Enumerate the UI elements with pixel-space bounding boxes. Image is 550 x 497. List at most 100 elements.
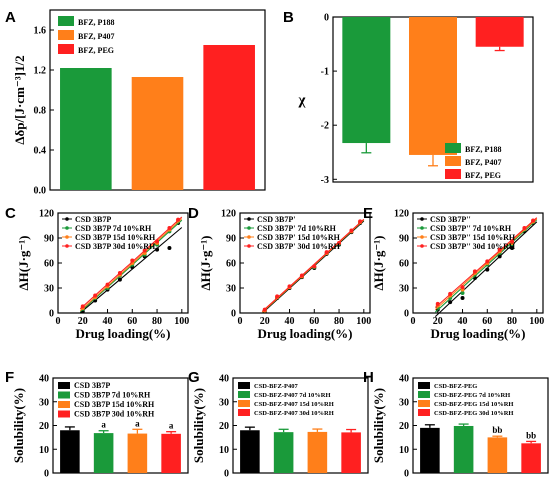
panel-e-ytick-label: 90: [399, 234, 409, 245]
panel-b-bar: [475, 17, 524, 47]
panel-f-ytick-label: 40: [39, 374, 49, 385]
panel-d-data-point: [299, 273, 304, 278]
panel-c-ytick-label: 60: [44, 259, 54, 270]
panel-d-data-point: [337, 241, 342, 245]
panel-f-legend-swatch: [58, 401, 70, 408]
panel-d-legend-label: CSD 3B7P' 7d 10%RH: [257, 224, 337, 233]
panel-c-fit-line: [79, 227, 183, 314]
panel-c-data-point: [142, 248, 147, 253]
panel-e-data-point: [460, 296, 465, 300]
panel-h-letter: H: [363, 369, 374, 386]
panel-e-ylabel: ΔH(J·g⁻¹): [371, 235, 386, 290]
panel-b-bar: [409, 17, 457, 155]
panel-g-letter: G: [188, 369, 200, 386]
panel-g-legend-swatch: [238, 382, 250, 389]
panel-c-xlabel: Drug loading(%): [76, 326, 171, 341]
panel-c-xtick-label: 20: [78, 316, 88, 327]
panel-e-ytick-label: 0: [404, 309, 409, 320]
panel-d-xtick-label: 20: [260, 316, 270, 327]
panel-e-data-point: [485, 259, 490, 264]
panel-b-ytick-label: -1: [321, 67, 329, 78]
panel-d-letter: D: [188, 205, 199, 222]
panel-f-ytick-label: 10: [39, 445, 49, 456]
panel-h-ytick-label: 30: [399, 397, 409, 408]
panel-c-xtick-label: 0: [56, 316, 61, 327]
panel-a-legend-swatch: [58, 44, 74, 54]
panel-d-ytick-label: 90: [226, 234, 236, 245]
panel-a-bar: [203, 45, 255, 190]
panel-e-xtick-label: 0: [411, 316, 416, 327]
panel-e-ytick-label: 30: [399, 284, 409, 295]
panel-g-bar: [273, 432, 294, 473]
panel-h-ytick-label: 40: [399, 374, 409, 385]
panel-d-xtick-label: 60: [309, 316, 319, 327]
panel-a-bar: [131, 77, 184, 190]
panel-e-data-point: [460, 285, 465, 290]
panel-h-legend-label: CSD-BFZ-PEG 15d 10%RH: [434, 401, 513, 408]
panel-g-bar: [307, 431, 328, 473]
panel-c-fit-line: [79, 218, 183, 312]
panel-d-legend-marker: [247, 226, 251, 230]
panel-g-ytick-label: 20: [219, 421, 229, 432]
panel-a-ytick-label: 1.6: [34, 26, 47, 37]
panel-a-ylabel: Δδp/[J·cm⁻³]1/2: [12, 55, 27, 144]
panel-c-legend-marker: [65, 217, 69, 221]
panel-a-legend-label: BFZ, P188: [78, 18, 114, 27]
panel-h-legend-swatch: [418, 382, 430, 389]
panel-f-ylabel: Solubility(%): [11, 388, 26, 463]
panel-c-xtick-label: 80: [152, 316, 162, 327]
panel-g-bar: [240, 430, 260, 473]
panel-f-letter: F: [5, 369, 14, 386]
panel-b-letter: B: [283, 9, 294, 26]
panel-b-legend-label: BFZ, P188: [465, 145, 501, 154]
panel-e-legend-label: CSD 3B7P'' 15d 10%RH: [430, 233, 516, 242]
panel-h-ylabel: Solubility(%): [371, 388, 386, 463]
panel-d-ytick-label: 0: [231, 309, 236, 320]
panel-c-xtick-label: 60: [127, 316, 137, 327]
panel-e-data-point: [522, 226, 527, 230]
panel-g-ytick-label: 30: [219, 397, 229, 408]
panel-d-legend-label: CSD 3B7P' 15d 10%RH: [257, 233, 341, 242]
panel-c-ylabel: ΔH(J·g⁻¹): [16, 235, 31, 290]
panel-e-xlabel: Drug loading(%): [431, 326, 526, 341]
panel-c-data-point: [117, 277, 122, 282]
panel-e-legend-marker: [420, 244, 424, 248]
panel-d-legend-label: CSD 3B7P' 30d 10%RH: [257, 242, 341, 251]
panel-d-legend-label: CSD 3B7P': [257, 215, 295, 224]
panel-e-xtick-label: 40: [458, 316, 468, 327]
panel-b-ytick-label: -3: [321, 175, 329, 186]
panel-h-legend-swatch: [418, 391, 430, 398]
panel-d-xlabel: Drug loading(%): [258, 326, 353, 341]
panel-f-annotation: a: [101, 420, 106, 430]
panel-f-legend-swatch: [58, 382, 70, 389]
panel-d-legend-marker: [247, 217, 251, 221]
panel-c-data-point: [130, 258, 135, 263]
panel-c-legend-marker: [65, 244, 69, 248]
panel-f-legend-label: CSD 3B7P 15d 10%RH: [74, 400, 155, 409]
panel-d-data-point: [349, 228, 354, 233]
panel-f-bar: [93, 433, 114, 473]
panel-d-xtick-label: 40: [285, 316, 295, 327]
panel-e-legend-marker: [420, 217, 424, 221]
panel-d-legend-marker: [247, 244, 251, 248]
panel-c-fit-line: [79, 216, 183, 310]
panel-b-legend-label: BFZ, P407: [465, 158, 501, 167]
panel-g-ytick-label: 10: [219, 445, 229, 456]
panel-h: H 0 10 20 30 40 bb bb Solubility(%) CSD-BFZ-PEG CS…: [363, 369, 549, 480]
panel-c-legend-label: CSD 3B7P 7d 10%RH: [75, 224, 152, 233]
panel-d-data-point: [287, 284, 292, 289]
panel-h-ytick-label: 10: [399, 445, 409, 456]
panel-f-legend-swatch: [58, 391, 70, 399]
panel-h-bar: [487, 437, 508, 473]
panel-d-data-point: [324, 250, 329, 255]
panel-c-letter: C: [5, 205, 16, 222]
panel-f-ytick-label: 20: [39, 421, 49, 432]
panel-a: A 0.0 0.4 0.8 1.2 1.6 Δδp/[J·cm⁻³]1/2 BFZ, P188…: [5, 9, 266, 197]
panel-e-data-point: [448, 300, 453, 305]
panel-a-legend-swatch: [58, 30, 74, 40]
panel-d-ylabel: ΔH(J·g⁻¹): [198, 235, 213, 290]
panel-e-legend-label: CSD 3B7P'': [430, 215, 471, 224]
